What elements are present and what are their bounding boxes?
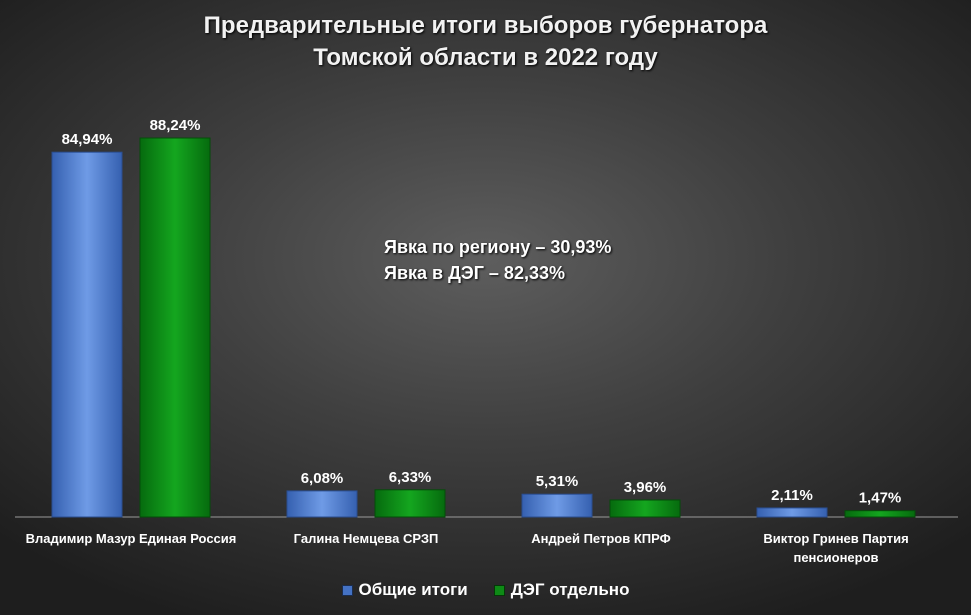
- data-label-deg-3: 1,47%: [859, 490, 902, 507]
- bar-deg-1: [374, 489, 446, 518]
- legend-swatch-green: [493, 584, 505, 596]
- data-label-general-2: 5,31%: [536, 473, 579, 490]
- legend-item-general: Общие итоги: [341, 580, 468, 600]
- category-label-3-line-1: пенсионеров: [793, 550, 878, 565]
- bar-general-0: [51, 151, 123, 518]
- data-label-deg-1: 6,33%: [389, 469, 432, 486]
- bar-general-2: [521, 493, 593, 518]
- data-label-deg-0: 88,24%: [150, 117, 201, 134]
- turnout-region-annotation: Явка по региону – 30,93%: [384, 237, 612, 257]
- bar-deg-3: [844, 510, 916, 518]
- data-label-deg-2: 3,96%: [624, 479, 667, 496]
- bar-general-1: [286, 490, 358, 518]
- chart-title-line-2: Томской области в 2022 году: [313, 44, 658, 71]
- chart-title-line-1: Предварительные итоги выборов губернатор…: [203, 12, 768, 39]
- legend-item-deg: ДЭГ отдельно: [493, 580, 630, 600]
- legend-swatch-blue: [341, 584, 353, 596]
- chart-legend: Общие итоги ДЭГ отдельно: [0, 580, 971, 600]
- bar-general-3: [756, 507, 828, 518]
- bar-deg-2: [609, 499, 681, 518]
- category-label-2-line-0: Андрей Петров КПРФ: [531, 531, 670, 546]
- category-label-3-line-0: Виктор Гринев Партия: [763, 531, 908, 546]
- category-label-1-line-0: Галина Немцева СРЗП: [294, 531, 439, 546]
- data-label-general-3: 2,11%: [771, 487, 813, 504]
- legend-label-deg: ДЭГ отдельно: [510, 580, 630, 599]
- legend-label-general: Общие итоги: [358, 580, 468, 599]
- category-label-0-line-0: Владимир Мазур Единая Россия: [26, 531, 237, 546]
- turnout-deg-annotation: Явка в ДЭГ – 82,33%: [384, 263, 565, 283]
- bar-deg-0: [139, 137, 211, 518]
- data-label-general-0: 84,94%: [62, 131, 113, 148]
- data-label-general-1: 6,08%: [301, 470, 344, 487]
